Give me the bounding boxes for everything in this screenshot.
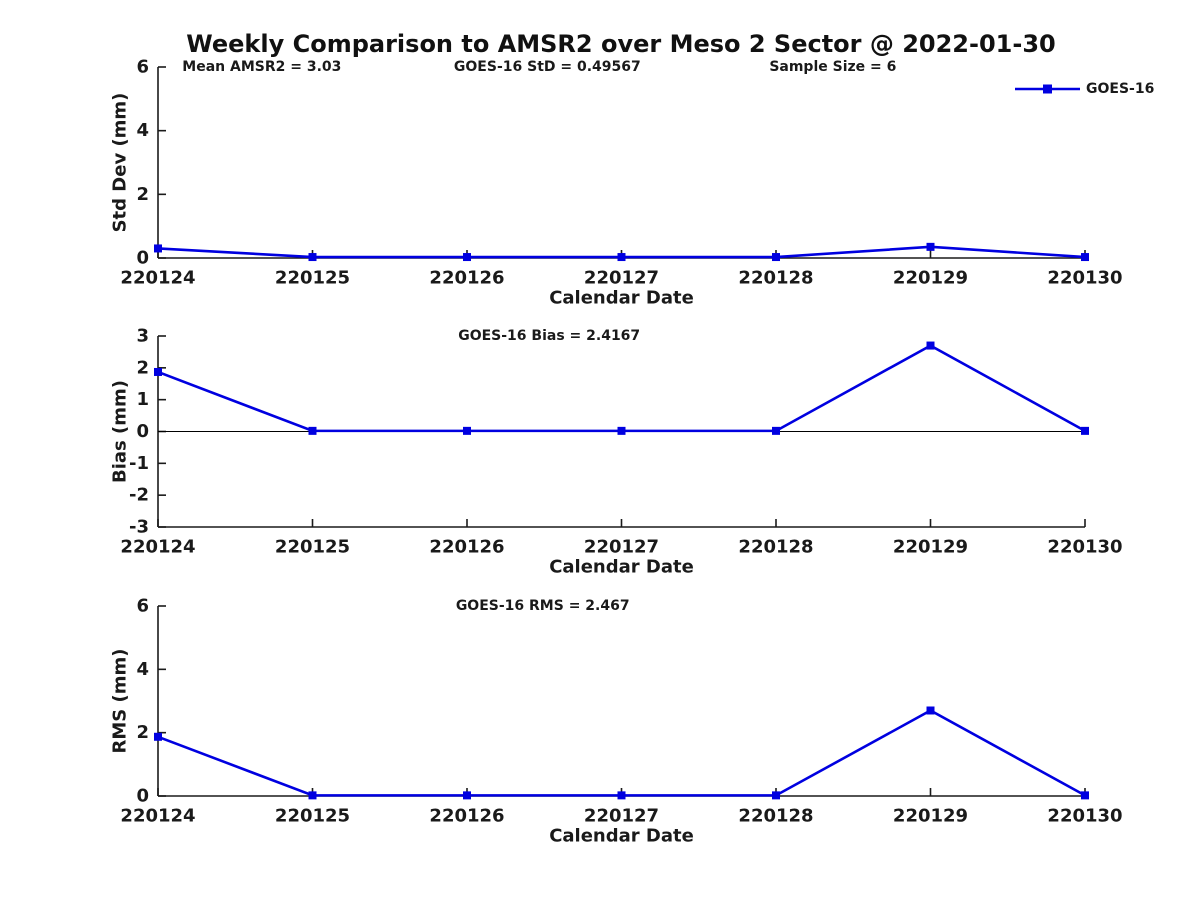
x-tick-label: 220125 [275, 537, 350, 558]
data-point-marker [772, 791, 780, 800]
x-tick-label: 220128 [738, 806, 813, 827]
x-tick-label: 220125 [275, 806, 350, 827]
x-tick-label: 220124 [120, 537, 195, 558]
y-tick-label: 2 [136, 184, 149, 205]
series-line [157, 344, 1086, 433]
data-point-marker [463, 426, 471, 435]
x-tick-label: 220128 [738, 537, 813, 558]
y-tick-label: 3 [136, 326, 149, 347]
x-axis-title: Calendar Date [549, 288, 694, 309]
x-tick-label: 220128 [738, 268, 813, 289]
legend-marker [1043, 84, 1052, 94]
y-axis-title: Std Dev (mm) [110, 93, 131, 233]
x-tick-label: 220127 [584, 806, 659, 827]
y-tick-label: -2 [129, 485, 149, 506]
x-tick-label: 220126 [429, 268, 504, 289]
data-point-marker [617, 426, 626, 435]
y-tick-label: 6 [136, 596, 149, 617]
data-point-marker [308, 253, 317, 262]
data-point-marker [617, 791, 626, 800]
y-axis-title: Bias (mm) [110, 380, 131, 483]
chart-panel-bias: -3 -2 -1 0 1 2 3 220124 220125 220126 220127 220128… [110, 326, 1123, 578]
y-axis-title: RMS (mm) [110, 649, 131, 754]
data-point-marker [463, 253, 471, 262]
chart-annotation: GOES-16 StD = 0.49567 [454, 59, 641, 75]
data-point-marker [154, 732, 162, 741]
y-tick-label: -3 [129, 517, 149, 538]
x-axis-title: Calendar Date [549, 557, 694, 578]
x-tick-label: 220127 [584, 537, 659, 558]
x-tick-label: 220125 [275, 268, 350, 289]
x-tick-label: 220130 [1047, 537, 1122, 558]
x-tick-label: 220124 [120, 806, 195, 827]
x-tick-label: 220130 [1047, 268, 1122, 289]
y-tick-label: 0 [136, 786, 149, 807]
chart-panel-rms: 0 2 4 6 220124 220125 220126 220127 220128 220129… [110, 596, 1123, 847]
y-tick-label: -1 [129, 453, 149, 474]
x-tick-label: 220129 [893, 806, 968, 827]
y-tick-label: 6 [136, 57, 149, 78]
data-point-marker [772, 253, 780, 262]
chart-panel-std-dev: 0 2 4 6 220124 220125 220126 220127 220128 220129… [110, 57, 1155, 309]
y-tick-label: 2 [136, 357, 149, 378]
data-point-marker [463, 791, 471, 800]
y-tick-label: 2 [136, 722, 149, 743]
x-tick-label: 220129 [893, 268, 968, 289]
data-point-marker [308, 791, 317, 800]
x-tick-label: 220127 [584, 268, 659, 289]
y-tick-label: 0 [136, 421, 149, 442]
data-point-marker [1081, 253, 1089, 262]
series-line [157, 709, 1086, 797]
data-point-marker [308, 426, 317, 435]
data-point-marker [926, 242, 935, 251]
y-tick-label: 4 [136, 659, 149, 680]
chart-annotation: Sample Size = 6 [769, 59, 896, 75]
data-point-marker [154, 244, 162, 253]
data-point-marker [926, 341, 935, 350]
x-tick-label: 220126 [429, 537, 504, 558]
x-tick-label: 220124 [120, 268, 195, 289]
data-point-marker [1081, 791, 1089, 800]
chart-annotation: Mean AMSR2 = 3.03 [182, 59, 341, 75]
y-tick-label: 0 [136, 248, 149, 269]
data-point-marker [154, 367, 162, 376]
data-point-marker [617, 253, 626, 262]
figure-title: Weekly Comparison to AMSR2 over Meso 2 S… [186, 30, 1056, 58]
x-axis-title: Calendar Date [549, 826, 694, 847]
x-tick-label: 220126 [429, 806, 504, 827]
x-tick-label: 220129 [893, 537, 968, 558]
data-point-marker [926, 706, 935, 715]
data-point-marker [772, 426, 780, 435]
legend-label: GOES-16 [1086, 81, 1154, 97]
x-tick-label: 220130 [1047, 806, 1122, 827]
chart-annotation: GOES-16 Bias = 2.4167 [458, 328, 640, 344]
data-point-marker [1081, 426, 1089, 435]
y-tick-label: 4 [136, 120, 149, 141]
y-tick-label: 1 [136, 389, 149, 410]
chart-annotation: GOES-16 RMS = 2.467 [456, 598, 630, 614]
